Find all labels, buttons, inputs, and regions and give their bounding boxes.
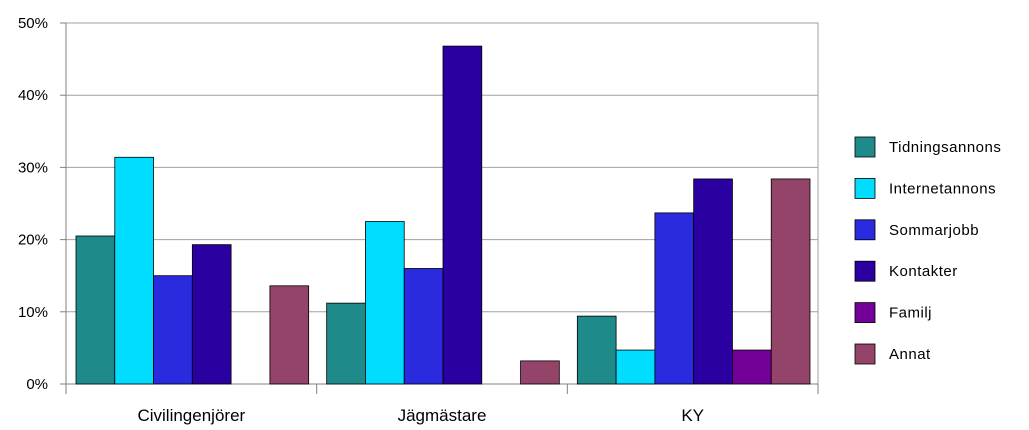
bar — [520, 360, 560, 385]
y-tick-label: 20% — [18, 232, 48, 249]
legend: Tidningsannons Internetannons Sommarjobb Ko… — [854, 136, 1001, 365]
legend-swatch — [854, 302, 876, 324]
bar — [191, 244, 232, 385]
y-tick-label: 40% — [18, 87, 48, 104]
legend-swatch — [854, 136, 876, 158]
bar — [269, 285, 310, 385]
bar — [75, 235, 116, 385]
bar — [654, 212, 695, 385]
bar — [326, 302, 366, 385]
bar — [615, 349, 656, 385]
x-axis: Civilingenjörer Jägmästare KY — [65, 383, 819, 425]
legend-label: Annat — [889, 346, 931, 363]
legend-label: Internetannons — [889, 180, 996, 197]
bar — [365, 221, 405, 385]
bar — [732, 349, 772, 385]
legend-swatch — [854, 343, 876, 365]
bar — [693, 178, 733, 385]
x-category-label: Civilingenjörer — [137, 406, 245, 425]
legend-label: Sommarjobb — [889, 222, 979, 239]
y-tick-label: 0% — [26, 376, 48, 393]
bar — [576, 315, 617, 385]
y-tick-label: 50% — [18, 15, 48, 32]
bar — [442, 45, 483, 385]
y-tick-label: 30% — [18, 159, 48, 176]
bar — [403, 268, 444, 385]
legend-label: Kontakter — [889, 263, 958, 280]
legend-swatch — [854, 260, 876, 282]
legend-swatch — [854, 219, 876, 241]
bar — [114, 156, 154, 385]
bars — [75, 45, 811, 385]
y-axis: 0% 10% 20% 30% 40% 50% — [18, 15, 67, 393]
x-category-label: KY — [681, 406, 704, 425]
bar — [770, 178, 811, 385]
legend-label: Tidningsannons — [889, 139, 1001, 156]
y-tick-label: 10% — [18, 304, 48, 321]
x-category-label: Jägmästare — [398, 406, 487, 425]
legend-swatch — [854, 177, 876, 199]
bar — [153, 275, 193, 385]
legend-label: Familj — [889, 305, 932, 322]
